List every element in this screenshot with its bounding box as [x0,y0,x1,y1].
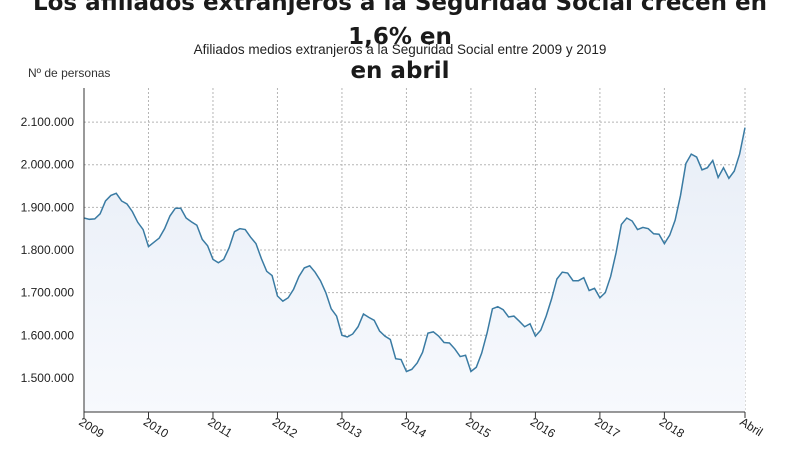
x-tick-label: 2009 [76,415,106,441]
chart-title: Los afiliados extranjeros a la Seguridad… [0,0,800,88]
x-tick-label: 2013 [334,415,364,441]
y-tick-label: 1.500.000 [21,371,75,385]
y-tick-label: 1.600.000 [21,328,75,342]
series-line [83,127,746,373]
x-tick-label: 2014 [399,415,429,441]
x-tick-label: 2016 [528,415,558,441]
y-axis-label: Nº de personas [28,66,111,80]
axes [83,88,746,418]
title-line-2: en abril [350,58,450,84]
x-tick-label: 2010 [141,415,171,441]
x-tick-label: 2015 [463,415,493,441]
y-tick-label: 1.700.000 [21,286,75,300]
x-tick-label: 2018 [657,415,687,441]
x-tick-label: Abril [737,415,765,440]
chart-subtitle: Afiliados medios extranjeros a la Seguri… [193,42,607,57]
y-tick-label: 1.800.000 [21,243,75,257]
y-tick-label: 1.900.000 [21,200,75,214]
y-tick-label: 2.000.000 [21,158,75,172]
title-line-1: Los afiliados extranjeros a la Seguridad… [32,0,768,50]
y-tick-label: 2.100.000 [21,115,75,129]
area-fill [84,127,745,413]
x-tick-label: 2017 [592,415,622,441]
y-tick-labels: 1.500.000 1.600.000 1.700.000 1.800.000 1.90… [21,115,75,385]
x-tick-label: 2011 [205,415,235,441]
x-tick-label: 2012 [270,415,300,441]
x-tick-labels: 2009 2010 2011 2012 2013 2014 2015 2016 2017 2018… [76,415,765,441]
